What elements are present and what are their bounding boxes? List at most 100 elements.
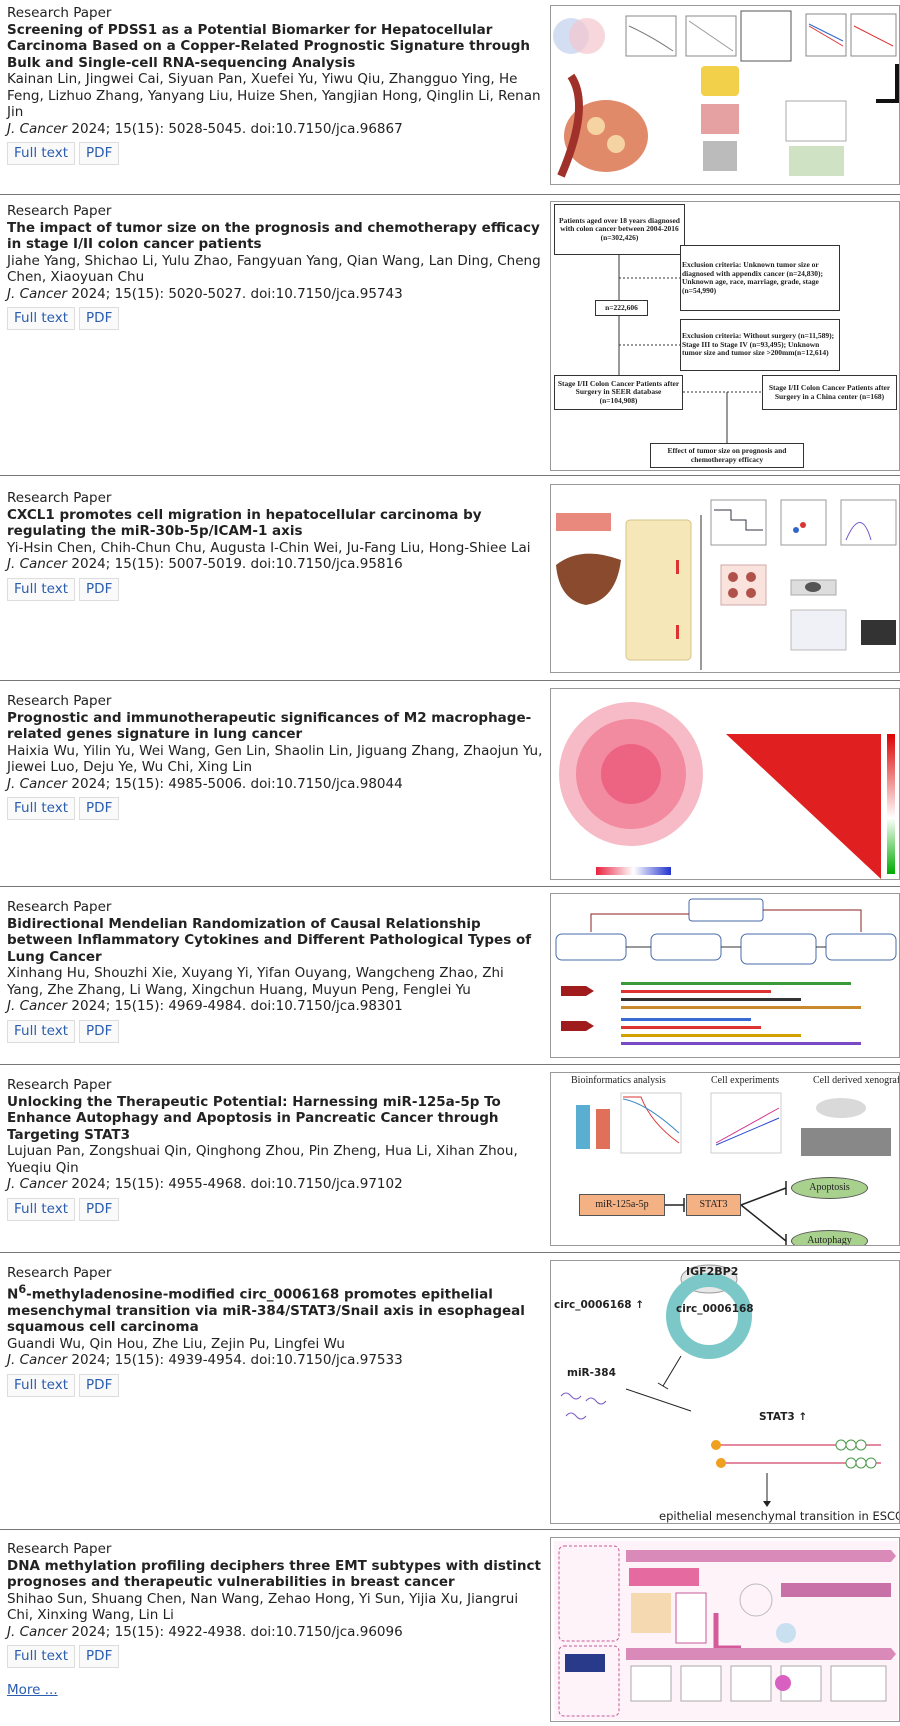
links: Full text PDF xyxy=(7,307,543,330)
link-button[interactable]: PDF xyxy=(79,577,120,601)
citation: J. Cancer 2024; 15(15): 4969-4984. doi:1… xyxy=(7,998,543,1015)
citation-details: 2024; 15(15): 4922-4938. doi:10.7150/jca… xyxy=(71,1623,403,1640)
figure-art xyxy=(559,702,895,879)
separator xyxy=(0,475,900,476)
link-button[interactable]: Full text xyxy=(7,1373,76,1397)
graphical-abstract xyxy=(550,5,900,185)
figure-art xyxy=(555,898,897,1045)
link-button[interactable]: PDF xyxy=(79,307,120,330)
link-button[interactable]: Full text xyxy=(7,307,76,330)
flow-box: Exclusion criteria: Unknown tumor size o… xyxy=(680,245,840,311)
figure-label: epithelial mesenchymal transition in ESC… xyxy=(659,1509,900,1523)
citation-details: 2024; 15(15): 4985-5006. doi:10.7150/jca… xyxy=(71,775,403,792)
flow-box: Stage I/II Colon Cancer Patients after S… xyxy=(762,375,897,410)
authors: Lujuan Pan, Zongshuai Qin, Qinghong Zhou… xyxy=(7,1143,518,1176)
figure-label: IGF2BP2 xyxy=(686,1265,739,1278)
graphical-abstract: IGF2BP2 circ_0006168 circ_0006168 ↑ miR-… xyxy=(550,1260,900,1524)
link-button[interactable]: PDF xyxy=(79,142,120,165)
citation-details: 2024; 15(15): 4969-4984. doi:10.7150/jca… xyxy=(71,998,403,1014)
citation: J. Cancer 2024; 15(15): 4955-4968. doi:1… xyxy=(7,1176,543,1193)
flow-box: Exclusion criteria: Without surgery (n=1… xyxy=(680,319,840,371)
link-button[interactable]: Full text xyxy=(7,577,76,601)
link-button[interactable]: Full text xyxy=(7,142,76,165)
flow-box: Patients aged over 18 years diagnosed wi… xyxy=(554,204,685,255)
link-button[interactable]: Full text xyxy=(7,1197,76,1221)
journal: J. Cancer xyxy=(7,998,68,1014)
separator xyxy=(0,1064,900,1065)
article-type: Research Paper xyxy=(7,693,112,709)
article-title[interactable]: CXCL1 promotes cell migration in hepatoc… xyxy=(7,507,543,540)
article: Research Paper Unlocking the Therapeutic … xyxy=(7,1077,543,1221)
link-button[interactable]: Full text xyxy=(7,1645,76,1668)
figure-label: STAT3 ↑ xyxy=(759,1411,808,1423)
citation-details: 2024; 15(15): 4955-4968. doi:10.7150/jca… xyxy=(71,1176,403,1192)
link-button[interactable]: PDF xyxy=(79,797,120,820)
article-title[interactable]: Unlocking the Therapeutic Potential: Har… xyxy=(7,1094,543,1144)
article-type: Research Paper xyxy=(7,203,112,219)
citation: J. Cancer 2024; 15(15): 5007-5019. doi:1… xyxy=(7,556,543,573)
figure-art xyxy=(576,1092,891,1245)
authors: Xinhang Hu, Shouzhi Xie, Xuyang Yi, Yifa… xyxy=(7,965,504,998)
link-button[interactable]: PDF xyxy=(79,1197,120,1221)
link-button[interactable]: PDF xyxy=(79,1645,120,1668)
title-text: Bidirectional Mendelian Randomization of… xyxy=(7,915,532,965)
link-button[interactable]: PDF xyxy=(79,1019,120,1043)
flow-box: Effect of tumor size on prognosis and ch… xyxy=(650,443,804,468)
article-title[interactable]: Prognostic and immunotherapeutic signifi… xyxy=(7,710,543,743)
links: Full text PDF xyxy=(7,1197,543,1221)
citation-details: 2024; 15(15): 4939-4954. doi:10.7150/jca… xyxy=(71,1352,403,1368)
title-superscript: 6 xyxy=(18,1282,27,1296)
link-button[interactable]: Full text xyxy=(7,797,76,820)
more-link[interactable]: More ... xyxy=(7,1682,58,1698)
graphical-abstract xyxy=(550,1537,900,1722)
figure-box: STAT3 xyxy=(686,1194,741,1216)
article: Research Paper CXCL1 promotes cell migrat… xyxy=(7,490,543,601)
article: Research Paper DNA methylation profiling … xyxy=(7,1541,543,1668)
links: Full text PDF xyxy=(7,797,543,820)
journal: J. Cancer xyxy=(7,120,68,137)
article-title[interactable]: Screening of PDSS1 as a Potential Biomar… xyxy=(7,22,543,72)
citation: J. Cancer 2024; 15(15): 4985-5006. doi:1… xyxy=(7,776,543,793)
title-text: Screening of PDSS1 as a Potential Biomar… xyxy=(7,21,530,71)
separator xyxy=(0,680,900,681)
article-type: Research Paper xyxy=(7,1077,112,1093)
figure-label: circ_0006168 ↑ xyxy=(554,1299,645,1311)
article-title[interactable]: The impact of tumor size on the prognosi… xyxy=(7,220,543,253)
figure-label: Cell derived xenograft xyxy=(813,1075,900,1086)
figure-art xyxy=(560,1264,881,1507)
authors: Guandi Wu, Qin Hou, Zhe Liu, Zejin Pu, L… xyxy=(7,1335,345,1352)
graphical-abstract: Bioinformatics analysis Cell experiments… xyxy=(550,1072,900,1246)
figure-art xyxy=(556,499,897,670)
title-text: -methyladenosine-modified circ_0006168 p… xyxy=(7,1286,525,1335)
links: Full text PDF xyxy=(7,1019,543,1043)
separator xyxy=(0,194,900,195)
graphical-abstract xyxy=(550,893,900,1058)
link-button[interactable]: PDF xyxy=(79,1373,120,1397)
authors: Yi-Hsin Chen, Chih-Chun Chu, Augusta I-C… xyxy=(7,539,531,556)
article: Research Paper Bidirectional Mendelian Ra… xyxy=(7,899,543,1043)
article-title[interactable]: N6-methyladenosine-modified circ_0006168… xyxy=(7,1282,543,1336)
separator xyxy=(0,886,900,887)
flow-box: n=222,606 xyxy=(595,300,648,316)
title-text: CXCL1 promotes cell migration in hepatoc… xyxy=(7,506,482,540)
link-button[interactable]: Full text xyxy=(7,1019,76,1043)
figure-label: miR-384 xyxy=(567,1367,616,1379)
figure-art xyxy=(553,10,899,178)
authors: Shihao Sun, Shuang Chen, Nan Wang, Zehao… xyxy=(7,1590,519,1624)
citation-details: 2024; 15(15): 5028-5045. doi:10.7150/jca… xyxy=(71,120,403,137)
title-text: Unlocking the Therapeutic Potential: Har… xyxy=(7,1093,501,1143)
journal: J. Cancer xyxy=(7,775,68,792)
title-text: The impact of tumor size on the prognosi… xyxy=(7,219,540,253)
figure-label: Bioinformatics analysis xyxy=(571,1075,666,1086)
article-title[interactable]: DNA methylation profiling deciphers thre… xyxy=(7,1558,543,1591)
separator xyxy=(0,1529,900,1530)
flow-box: Stage I/II Colon Cancer Patients after S… xyxy=(554,375,683,410)
citation: J. Cancer 2024; 15(15): 5028-5045. doi:1… xyxy=(7,121,543,138)
article: Research Paper The impact of tumor size o… xyxy=(7,203,543,330)
article: Research Paper Screening of PDSS1 as a Po… xyxy=(7,5,543,165)
authors: Jiahe Yang, Shichao Li, Yulu Zhao, Fangy… xyxy=(7,252,541,286)
figure-label: circ_0006168 xyxy=(676,1303,754,1315)
links: Full text PDF xyxy=(7,577,543,601)
article-title[interactable]: Bidirectional Mendelian Randomization of… xyxy=(7,916,543,966)
